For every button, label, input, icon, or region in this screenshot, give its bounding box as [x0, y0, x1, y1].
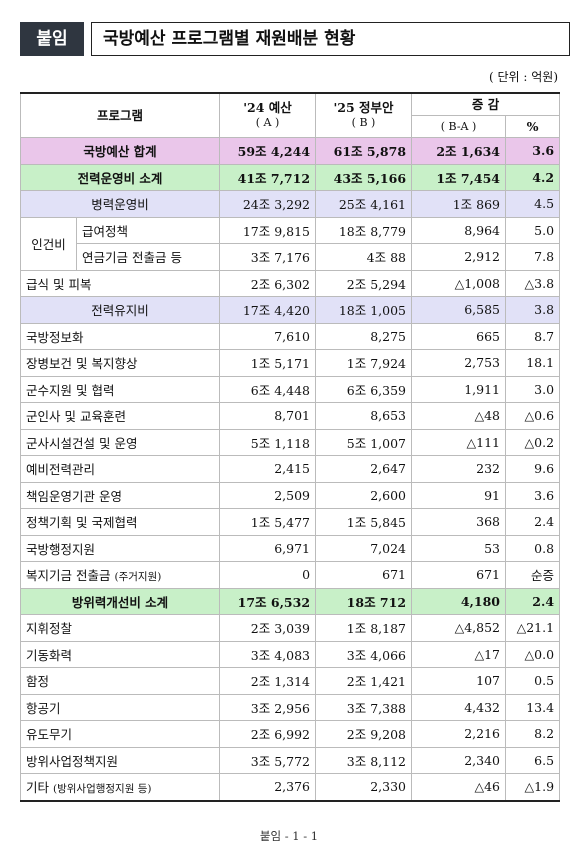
group-label: 인건비: [20, 216, 77, 271]
table-row: 병력운영비 24조 3,292 25조 4,161 1조 869 4.5: [19, 190, 561, 218]
col-pct: %: [505, 115, 561, 138]
table-row: 전력운영비 소계 41조 7,712 43조 5,166 1조 7,454 4.2: [19, 163, 561, 191]
table-row: 인건비 급여정책 17조 9,815 18조 8,779 8,964 5.0: [20, 216, 561, 271]
page-header: 붙임 국방예산 프로그램별 재원배분 현황: [20, 22, 570, 56]
table-row: 방위력개선비 소계 17조 6,532 18조 712 4,180 2.4: [19, 587, 561, 615]
appendix-tag: 붙임: [20, 22, 84, 56]
table-row: 연금기금 전출금 등 3조 7,176 4조 88 2,912 7.8: [21, 243, 561, 271]
table-row: 정책기획 및 국제협력 1조 5,477 1조 5,845 368 2.4: [19, 508, 561, 536]
budget-table: 프로그램 '24 예산( A ) '25 정부안( B ) 증 감 ( B-A …: [19, 92, 561, 802]
col-program: 프로그램: [19, 92, 221, 138]
col-diff: 증 감: [411, 92, 561, 116]
table-row: 전력유지비 17조 4,420 18조 1,005 6,585 3.8: [19, 296, 561, 324]
table-header-row: 프로그램 '24 예산( A ) '25 정부안( B ) 증 감: [19, 92, 561, 138]
unit-label: ( 단위 : 억원): [488, 70, 558, 84]
table-row: 국방예산 합계 59조 4,244 61조 5,878 2조 1,634 3.6: [19, 137, 561, 165]
table-row: 유도무기 2조 6,992 2조 9,208 2,216 8.2: [19, 720, 561, 748]
table-row: 군수지원 및 협력 6조 4,448 6조 6,359 1,911 3.0: [19, 375, 561, 403]
table-row: 군인사 및 교육훈련 8,701 8,653 △48 △0.6: [19, 402, 561, 430]
table-row: 국방정보화 7,610 8,275 665 8.7: [19, 322, 561, 350]
table-row: 군사시설건설 및 운영 5조 1,118 5조 1,007 △111 △0.2: [19, 428, 561, 456]
table-row: 장병보건 및 복지향상 1조 5,171 1조 7,924 2,753 18.1: [19, 349, 561, 377]
table-row: 항공기 3조 2,956 3조 7,388 4,432 13.4: [19, 693, 561, 721]
table-row: 기동화력 3조 4,083 3조 4,066 △17 △0.0: [19, 640, 561, 668]
col-2025: '25 정부안( B ): [315, 92, 413, 138]
page-title: 국방예산 프로그램별 재원배분 현황: [91, 22, 570, 56]
table-row: 복지기금 전출금 (주거지원) 0 671 671 순증: [19, 561, 561, 589]
table-row: 함정 2조 1,314 2조 1,421 107 0.5: [19, 667, 561, 695]
table-row: 방위사업정책지원 3조 5,772 3조 8,112 2,340 6.5: [19, 746, 561, 774]
page-number: 붙임 - 1 - 1: [259, 829, 319, 843]
table-row: 책임운영기관 운영 2,509 2,600 91 3.6: [19, 481, 561, 509]
table-row: 국방행정지원 6,971 7,024 53 0.8: [19, 534, 561, 562]
col-diff-sub: ( B-A ): [411, 115, 507, 138]
table-row: 예비전력관리 2,415 2,647 232 9.6: [19, 455, 561, 483]
table-row: 지휘정찰 2조 3,039 1조 8,187 △4,852 △21.1: [19, 614, 561, 642]
col-2024: '24 예산( A ): [219, 92, 317, 138]
table-row: 기타 (방위사업행정지원 등) 2,376 2,330 △46 △1.9: [19, 773, 561, 801]
table-row: 급식 및 피복 2조 6,302 2조 5,294 △1,008 △3.8: [19, 269, 561, 297]
table-header-row: ( B-A ) %: [21, 115, 561, 138]
